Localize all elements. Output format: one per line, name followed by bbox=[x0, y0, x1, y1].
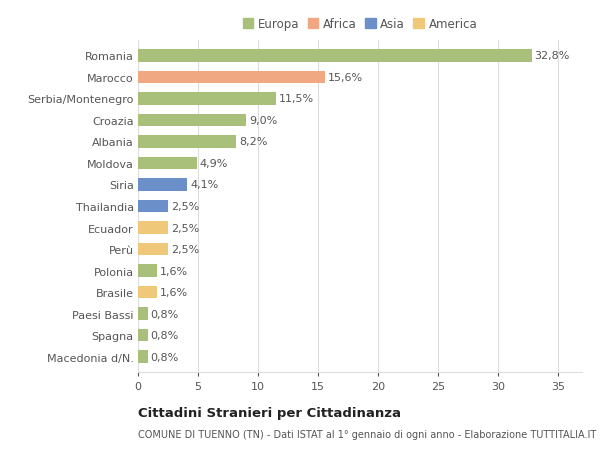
Text: 32,8%: 32,8% bbox=[535, 51, 570, 62]
Bar bbox=[138, 114, 246, 127]
Bar bbox=[138, 50, 532, 63]
Text: 11,5%: 11,5% bbox=[279, 94, 314, 104]
Bar bbox=[138, 93, 276, 106]
Text: COMUNE DI TUENNO (TN) - Dati ISTAT al 1° gennaio di ogni anno - Elaborazione TUT: COMUNE DI TUENNO (TN) - Dati ISTAT al 1°… bbox=[138, 429, 596, 439]
Text: 2,5%: 2,5% bbox=[171, 202, 199, 212]
Text: 9,0%: 9,0% bbox=[249, 116, 277, 126]
Text: 4,9%: 4,9% bbox=[200, 159, 228, 168]
Text: Cittadini Stranieri per Cittadinanza: Cittadini Stranieri per Cittadinanza bbox=[138, 406, 401, 419]
Bar bbox=[138, 350, 148, 363]
Bar bbox=[138, 264, 157, 277]
Bar bbox=[138, 243, 168, 256]
Bar bbox=[138, 286, 157, 299]
Text: 15,6%: 15,6% bbox=[328, 73, 364, 83]
Text: 2,5%: 2,5% bbox=[171, 223, 199, 233]
Bar bbox=[138, 200, 168, 213]
Bar bbox=[138, 222, 168, 235]
Bar bbox=[138, 157, 197, 170]
Bar bbox=[138, 179, 187, 191]
Text: 0,8%: 0,8% bbox=[151, 330, 179, 340]
Bar bbox=[138, 329, 148, 342]
Bar bbox=[138, 308, 148, 320]
Bar bbox=[138, 136, 236, 149]
Text: 0,8%: 0,8% bbox=[151, 352, 179, 362]
Text: 4,1%: 4,1% bbox=[190, 180, 218, 190]
Text: 2,5%: 2,5% bbox=[171, 245, 199, 254]
Legend: Europa, Africa, Asia, America: Europa, Africa, Asia, America bbox=[240, 16, 480, 34]
Text: 8,2%: 8,2% bbox=[239, 137, 268, 147]
Text: 1,6%: 1,6% bbox=[160, 266, 188, 276]
Text: 0,8%: 0,8% bbox=[151, 309, 179, 319]
Bar bbox=[138, 71, 325, 84]
Text: 1,6%: 1,6% bbox=[160, 287, 188, 297]
